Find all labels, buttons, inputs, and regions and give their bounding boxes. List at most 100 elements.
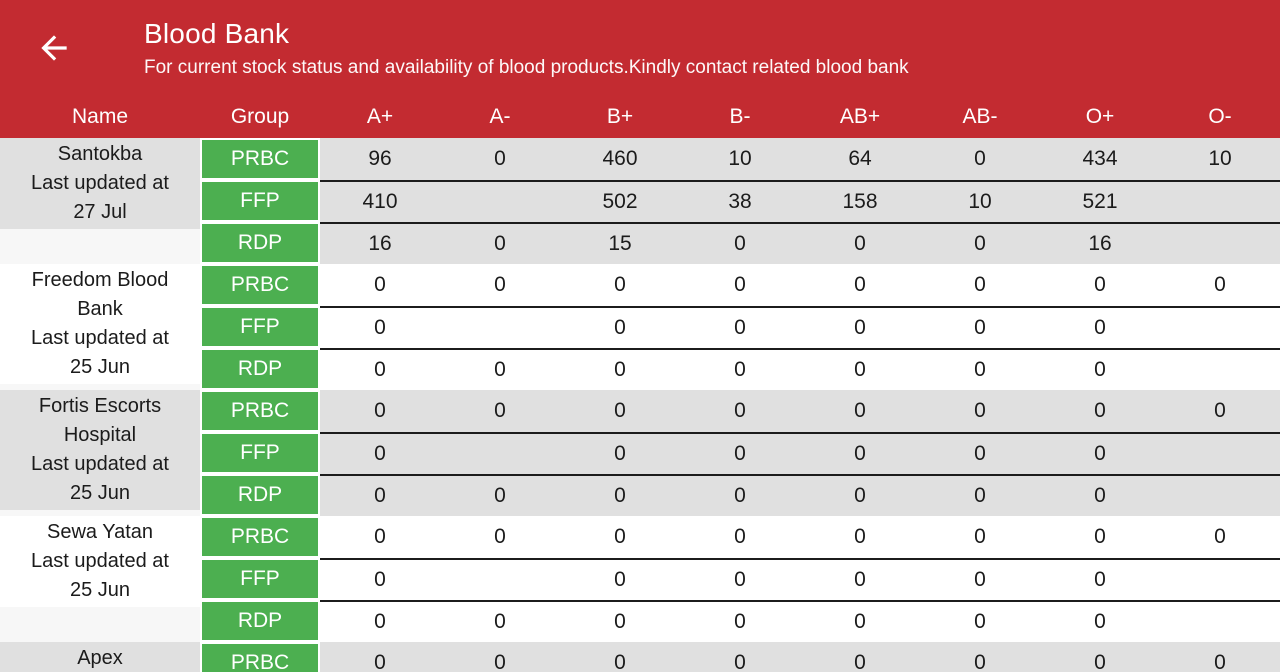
stock-value-cell: 0: [374, 316, 386, 339]
stock-value-cell: 0: [734, 525, 746, 548]
bank-name-line: Last updated at: [31, 172, 169, 194]
stock-value-cell: 15: [608, 232, 632, 255]
table-row: 0 0 0 0 0 0: [320, 558, 1280, 600]
bank-name-line: Last updated at: [31, 453, 169, 475]
table-row: 410 502 38 158 10 521: [320, 180, 1280, 222]
app-bar: Blood Bank For current stock status and …: [0, 0, 1280, 96]
group-badge: PRBC: [202, 266, 318, 304]
stock-value-cell: 16: [368, 232, 392, 255]
group-badge: RDP: [202, 476, 318, 514]
stock-value-cell: 0: [614, 651, 626, 672]
stock-value-cell: 0: [1214, 525, 1226, 548]
stock-value-cell: 0: [1094, 651, 1106, 672]
stock-value-cell: 0: [854, 399, 866, 422]
stock-value-cell: 0: [734, 484, 746, 507]
stock-value-cell: 0: [494, 273, 506, 296]
stock-value-cell: 0: [494, 484, 506, 507]
page-title: Blood Bank: [144, 17, 290, 49]
bank-name-line: Last updated at: [31, 550, 169, 572]
group-badge: PRBC: [202, 392, 318, 430]
stock-value-cell: 460: [602, 147, 638, 170]
stock-value-cell: 0: [734, 232, 746, 255]
column-header-group: Group: [230, 105, 290, 128]
stock-value-cell: 0: [974, 568, 986, 591]
stock-value-cell: 0: [494, 147, 506, 170]
bank-section: Fortis Escorts Hospital Last updated at 25 …: [0, 390, 1280, 516]
group-badge: FFP: [202, 308, 318, 346]
bank-name-line: Hospital: [63, 424, 137, 446]
bank-section: Santokba Last updated at 27 Jul PRBC FFP RDP 9…: [0, 138, 1280, 264]
table-row: 0 0 0 0 0 0 0 0: [320, 390, 1280, 432]
group-badge: PRBC: [202, 644, 318, 672]
stock-value-cell: 0: [1094, 525, 1106, 548]
bank-name-line: Freedom Blood: [31, 269, 169, 291]
bank-name-line: Apex: [77, 647, 123, 669]
stock-value-cell: 10: [968, 190, 992, 213]
table-row: 0 0 0 0 0 0 0 0: [320, 516, 1280, 558]
table-row: 0 0 0 0 0 0 0: [320, 348, 1280, 390]
stock-value-cell: 64: [848, 147, 872, 170]
group-badge: PRBC: [202, 518, 318, 556]
bank-name-cell: Sewa Yatan Last updated at 25 Jun: [0, 516, 200, 642]
bank-section: Freedom Blood Bank Last updated at 25 Jun PR…: [0, 264, 1280, 390]
table-row: 0 0 0 0 0 0 0 0: [320, 264, 1280, 306]
stock-value-cell: 0: [1094, 399, 1106, 422]
stock-value-cell: 0: [734, 273, 746, 296]
stock-value-cell: 0: [974, 525, 986, 548]
arrow-back-icon: [35, 29, 73, 67]
stock-value-cell: 0: [734, 568, 746, 591]
bank-name-text: Sewa Yatan Last updated at 25 Jun: [0, 516, 200, 607]
stock-value-cell: 10: [728, 147, 752, 170]
stock-value-cell: 0: [974, 273, 986, 296]
column-header-o-neg: O-: [1208, 105, 1232, 128]
stock-value-cell: 0: [854, 273, 866, 296]
bank-name-line: 27 Jul: [73, 201, 127, 223]
stock-value-cell: 0: [614, 442, 626, 465]
stock-value-cell: 0: [1094, 316, 1106, 339]
bank-data-grid: 0 0 0 0 0 0 0 0 0 0 0 0 0 0 0 0 0 0 0 0 0: [320, 390, 1280, 516]
stock-value-cell: 502: [602, 190, 638, 213]
bank-name-line: 25 Jun: [69, 579, 131, 601]
bank-name-text: Apex: [0, 642, 200, 672]
stock-value-cell: 521: [1082, 190, 1118, 213]
stock-value-cell: 0: [494, 525, 506, 548]
title-block: Blood Bank For current stock status and …: [144, 18, 909, 79]
stock-value-cell: 0: [494, 358, 506, 381]
bank-name-line: Bank: [77, 298, 123, 320]
stock-value-cell: 0: [854, 442, 866, 465]
table-row: 0 0 0 0 0 0: [320, 306, 1280, 348]
stock-value-cell: 0: [614, 484, 626, 507]
stock-value-cell: 0: [614, 568, 626, 591]
stock-value-cell: 0: [494, 610, 506, 633]
stock-value-cell: 0: [614, 273, 626, 296]
stock-value-cell: 0: [1094, 610, 1106, 633]
stock-value-cell: 0: [374, 442, 386, 465]
group-badge: PRBC: [202, 140, 318, 178]
stock-value-cell: 0: [614, 399, 626, 422]
column-header-b-pos: B+: [606, 105, 634, 128]
stock-value-cell: 0: [374, 610, 386, 633]
group-badge: FFP: [202, 560, 318, 598]
stock-value-cell: 0: [854, 232, 866, 255]
back-button[interactable]: [26, 20, 82, 76]
stock-value-cell: 0: [974, 484, 986, 507]
bank-name-text: Freedom Blood Bank Last updated at 25 Jun: [0, 264, 200, 384]
bank-section: Apex PRBC 0 0 0 0 0 0 0 0: [0, 642, 1280, 672]
bank-section: Sewa Yatan Last updated at 25 Jun PRBC FFP RD…: [0, 516, 1280, 642]
stock-value-cell: 0: [974, 147, 986, 170]
group-badge: FFP: [202, 434, 318, 472]
bank-name-line: 25 Jun: [69, 356, 131, 378]
stock-value-cell: 410: [362, 190, 398, 213]
stock-value-cell: 0: [374, 525, 386, 548]
stock-value-cell: 0: [854, 651, 866, 672]
stock-value-cell: 0: [1214, 399, 1226, 422]
group-column: PRBC FFP RDP: [200, 264, 320, 390]
group-badge: RDP: [202, 224, 318, 262]
page-subtitle: For current stock status and availabilit…: [144, 56, 909, 78]
stock-value-cell: 16: [1088, 232, 1112, 255]
stock-value-cell: 0: [734, 358, 746, 381]
bank-name-text: Fortis Escorts Hospital Last updated at 25 …: [0, 390, 200, 510]
table-row: 0 0 0 0 0 0: [320, 432, 1280, 474]
stock-value-cell: 0: [854, 358, 866, 381]
